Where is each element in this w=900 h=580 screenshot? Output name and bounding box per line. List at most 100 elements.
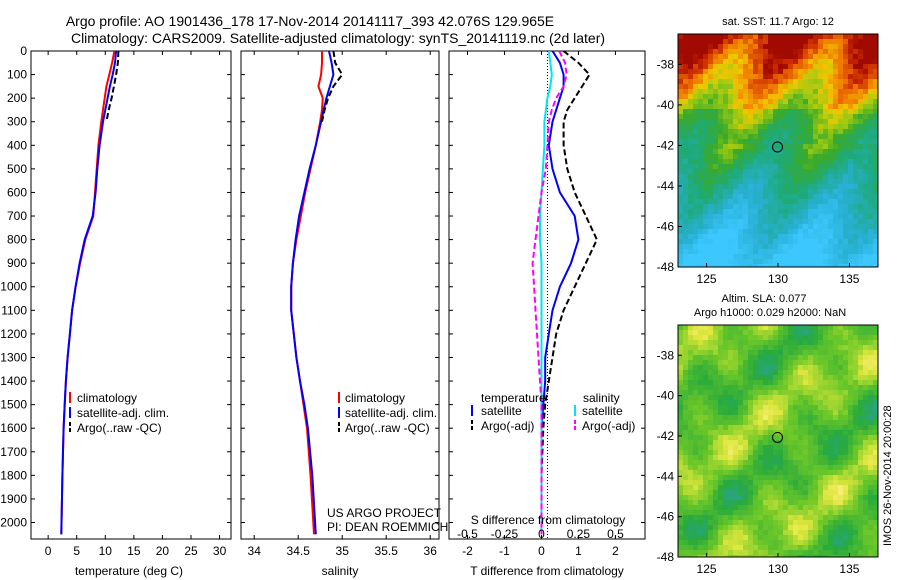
heatmap-cell [838,390,843,395]
heatmap-cell [833,254,838,259]
heatmap-cell [753,555,758,557]
heatmap-cell [818,159,823,164]
heatmap-cell [748,500,753,505]
heatmap-cell [823,134,828,139]
heatmap-cell [743,149,748,154]
heatmap-cell [863,485,868,490]
heatmap-cell [713,234,718,239]
heatmap-cell [828,104,833,109]
legend-header-salinity: salinity [583,391,620,405]
heatmap-cell [858,440,863,445]
heatmap-cell [693,370,698,375]
sst-heatmap [678,34,878,267]
heatmap-cell [768,154,773,159]
heatmap-cell [778,214,783,219]
heatmap-cell [838,109,843,114]
heatmap-cell [743,124,748,129]
heatmap-cell [793,244,798,249]
heatmap-cell [848,74,853,79]
heatmap-cell [683,89,688,94]
heatmap-cell [773,214,778,219]
heatmap-cell [733,350,738,355]
heatmap-cell [808,350,813,355]
heatmap-cell [688,395,693,400]
heatmap-cell [693,79,698,84]
heatmap-cell [683,370,688,375]
heatmap-cell [838,535,843,540]
heatmap-cell [688,540,693,545]
heatmap-cell [778,229,783,234]
heatmap-cell [783,540,788,545]
heatmap-cell [728,360,733,365]
heatmap-cell [718,204,723,209]
heatmap-cell [758,194,763,199]
heatmap-cell [753,124,758,129]
heatmap-cell [773,119,778,124]
heatmap-cell [798,219,803,224]
heatmap-cell [763,119,768,124]
heatmap-cell [763,264,768,267]
heatmap-cell [683,325,688,330]
heatmap-cell [753,520,758,525]
heatmap-cell [723,179,728,184]
heatmap-cell [868,169,873,174]
heatmap-cell [743,440,748,445]
heatmap-cell [763,209,768,214]
heatmap-cell [853,169,858,174]
pi-annotation: PI: DEAN ROEMMICH [327,520,448,534]
heatmap-cell [718,254,723,259]
heatmap-cell [813,169,818,174]
heatmap-cell [718,440,723,445]
heatmap-cell [713,545,718,550]
heatmap-cell [683,545,688,550]
heatmap-cell [818,535,823,540]
heatmap-cell [828,79,833,84]
heatmap-cell [758,525,763,530]
heatmap-cell [778,139,783,144]
heatmap-cell [728,164,733,169]
heatmap-cell [803,259,808,264]
heatmap-cell [788,109,793,114]
heatmap-cell [813,450,818,455]
heatmap-cell [853,189,858,194]
heatmap-cell [793,505,798,510]
heatmap-cell [793,555,798,557]
heatmap-cell [858,214,863,219]
heatmap-cell [678,159,683,164]
heatmap-cell [753,174,758,179]
heatmap-cell [833,365,838,370]
heatmap-cell [813,390,818,395]
temperature-satellite-line [60,51,118,535]
heatmap-cell [788,99,793,104]
heatmap-cell [798,119,803,124]
heatmap-cell [858,64,863,69]
heatmap-cell [703,415,708,420]
heatmap-cell [693,39,698,44]
heatmap-cell [813,64,818,69]
heatmap-cell [768,94,773,99]
heatmap-cell [833,410,838,415]
heatmap-cell [828,139,833,144]
heatmap-cell [753,420,758,425]
heatmap-cell [708,179,713,184]
heatmap-cell [763,330,768,335]
heatmap-cell [683,520,688,525]
heatmap-cell [818,460,823,465]
heatmap-cell [683,189,688,194]
heatmap-cell [808,54,813,59]
heatmap-cell [683,214,688,219]
heatmap-cell [698,234,703,239]
heatmap-cell [798,49,803,54]
heatmap-cell [848,505,853,510]
heatmap-cell [873,239,878,244]
heatmap-cell [863,174,868,179]
heatmap-cell [808,395,813,400]
heatmap-cell [873,194,878,199]
heatmap-cell [868,249,873,254]
heatmap-cell [798,184,803,189]
heatmap-cell [828,179,833,184]
heatmap-cell [693,325,698,330]
heatmap-cell [748,99,753,104]
heatmap-cell [873,475,878,480]
depth-tick-label: 2000 [0,515,27,529]
